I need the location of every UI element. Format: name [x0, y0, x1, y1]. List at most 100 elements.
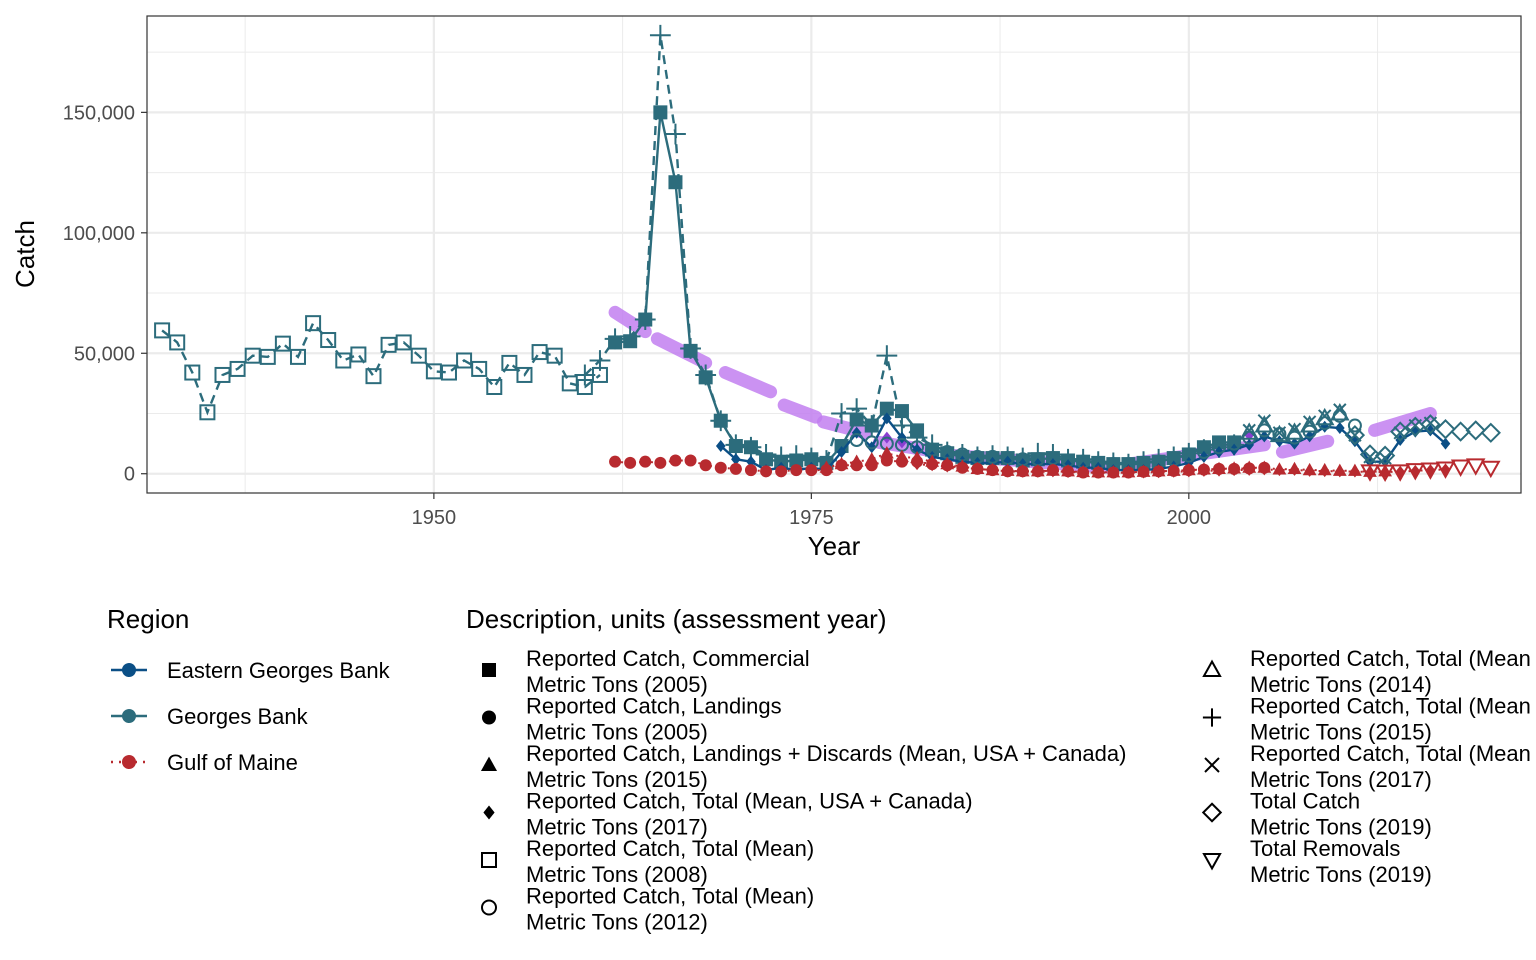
data-point	[669, 454, 682, 467]
data-point	[169, 334, 186, 351]
description-legend-line2: Metric Tons (2017)	[1250, 767, 1432, 792]
description-legend-line2: Metric Tons (2017)	[526, 815, 708, 840]
data-point	[1108, 466, 1119, 479]
data-point	[894, 404, 909, 419]
data-point	[1350, 465, 1360, 478]
data-point	[1287, 430, 1302, 445]
data-point	[743, 440, 758, 455]
data-point	[925, 442, 940, 457]
description-legend-line1: Reported Catch, Total (Mean	[1250, 741, 1531, 766]
data-point	[1480, 422, 1501, 443]
data-point	[1299, 415, 1320, 433]
description-legend-line1: Reported Catch, Total (Mean)	[526, 884, 814, 909]
legend-key-shape	[482, 663, 496, 677]
legend-key-shape	[1204, 757, 1220, 773]
data-point	[879, 401, 894, 416]
data-point	[987, 464, 998, 477]
data-point	[942, 460, 953, 473]
data-point	[639, 455, 652, 468]
data-point	[184, 364, 201, 381]
data-point	[1017, 465, 1028, 478]
data-point	[864, 418, 879, 433]
data-point	[895, 449, 909, 462]
data-point	[805, 464, 818, 477]
data-point	[654, 456, 667, 469]
data-point	[516, 366, 533, 383]
data-point	[1063, 466, 1073, 479]
data-layer	[154, 24, 1501, 483]
data-point	[972, 462, 983, 475]
data-point	[1229, 464, 1239, 477]
plot-border	[146, 15, 1522, 494]
data-point	[876, 345, 898, 367]
data-point	[1123, 466, 1134, 479]
data-point	[760, 465, 773, 478]
data-point	[1136, 455, 1151, 470]
data-point	[501, 354, 518, 371]
description-legend-line1: Total Removals	[1250, 836, 1400, 861]
data-point	[395, 334, 412, 351]
data-point	[546, 347, 563, 364]
legend-key-shape	[1202, 659, 1222, 677]
description-legend-line2: Metric Tons (2012)	[526, 910, 708, 935]
series-5	[1242, 403, 1438, 465]
data-point	[851, 426, 862, 439]
data-point	[1363, 450, 1377, 464]
data-point	[1314, 407, 1335, 426]
data-point	[335, 352, 352, 369]
description-legend-line2: Metric Tons (2015)	[526, 767, 708, 792]
data-point	[1269, 424, 1290, 443]
data-point	[1330, 403, 1350, 421]
data-point	[819, 460, 834, 473]
series-line	[584, 35, 1235, 466]
data-point	[1002, 465, 1013, 478]
legend-key-shape	[483, 805, 495, 820]
region-legend-label: Gulf of Maine	[167, 750, 298, 775]
data-point	[638, 312, 653, 327]
data-point	[1151, 454, 1166, 469]
data-point	[1214, 464, 1224, 477]
description-legend-line2: Metric Tons (2014)	[1250, 672, 1432, 697]
description-legend-item: Reported Catch, Landings + Discards (Mea…	[480, 741, 1126, 792]
description-legend: Description, units (assessment year) Rep…	[466, 604, 1531, 935]
series-line	[161, 321, 601, 416]
data-point	[834, 439, 849, 454]
data-point	[790, 464, 803, 477]
data-point	[425, 363, 442, 380]
data-point	[623, 334, 638, 349]
data-point	[910, 423, 925, 438]
data-point	[729, 462, 742, 475]
data-point	[731, 453, 741, 466]
legend-dot	[122, 709, 136, 723]
data-point	[1272, 426, 1287, 440]
data-point	[985, 449, 1000, 464]
data-point	[1045, 451, 1060, 466]
data-point	[1359, 444, 1381, 465]
description-legend-line1: Reported Catch, Commercial	[526, 646, 810, 671]
data-point	[471, 360, 488, 377]
data-point	[1093, 466, 1104, 479]
trend-segment	[777, 398, 823, 424]
data-point	[1335, 421, 1345, 434]
data-point	[849, 412, 864, 427]
data-point	[561, 375, 578, 392]
description-legend-line2: Metric Tons (2008)	[526, 862, 708, 887]
description-legend-line2: Metric Tons (2005)	[526, 720, 708, 745]
legend-key-shape	[1201, 802, 1223, 823]
data-point	[1242, 423, 1256, 438]
data-point	[199, 404, 216, 421]
data-point	[649, 24, 671, 46]
legend-key-shape	[1202, 708, 1222, 727]
y-axis-title: Catch	[10, 220, 40, 288]
description-legend-line1: Reported Catch, Total (Mean	[1250, 646, 1531, 671]
axes: 1950 1975 2000 0 50,000 100,000 150,000	[63, 102, 1211, 529]
series-7	[1239, 403, 1350, 443]
data-point	[849, 454, 864, 467]
data-point	[305, 315, 322, 332]
data-point	[866, 441, 877, 454]
y-tick-label: 150,000	[63, 102, 135, 124]
